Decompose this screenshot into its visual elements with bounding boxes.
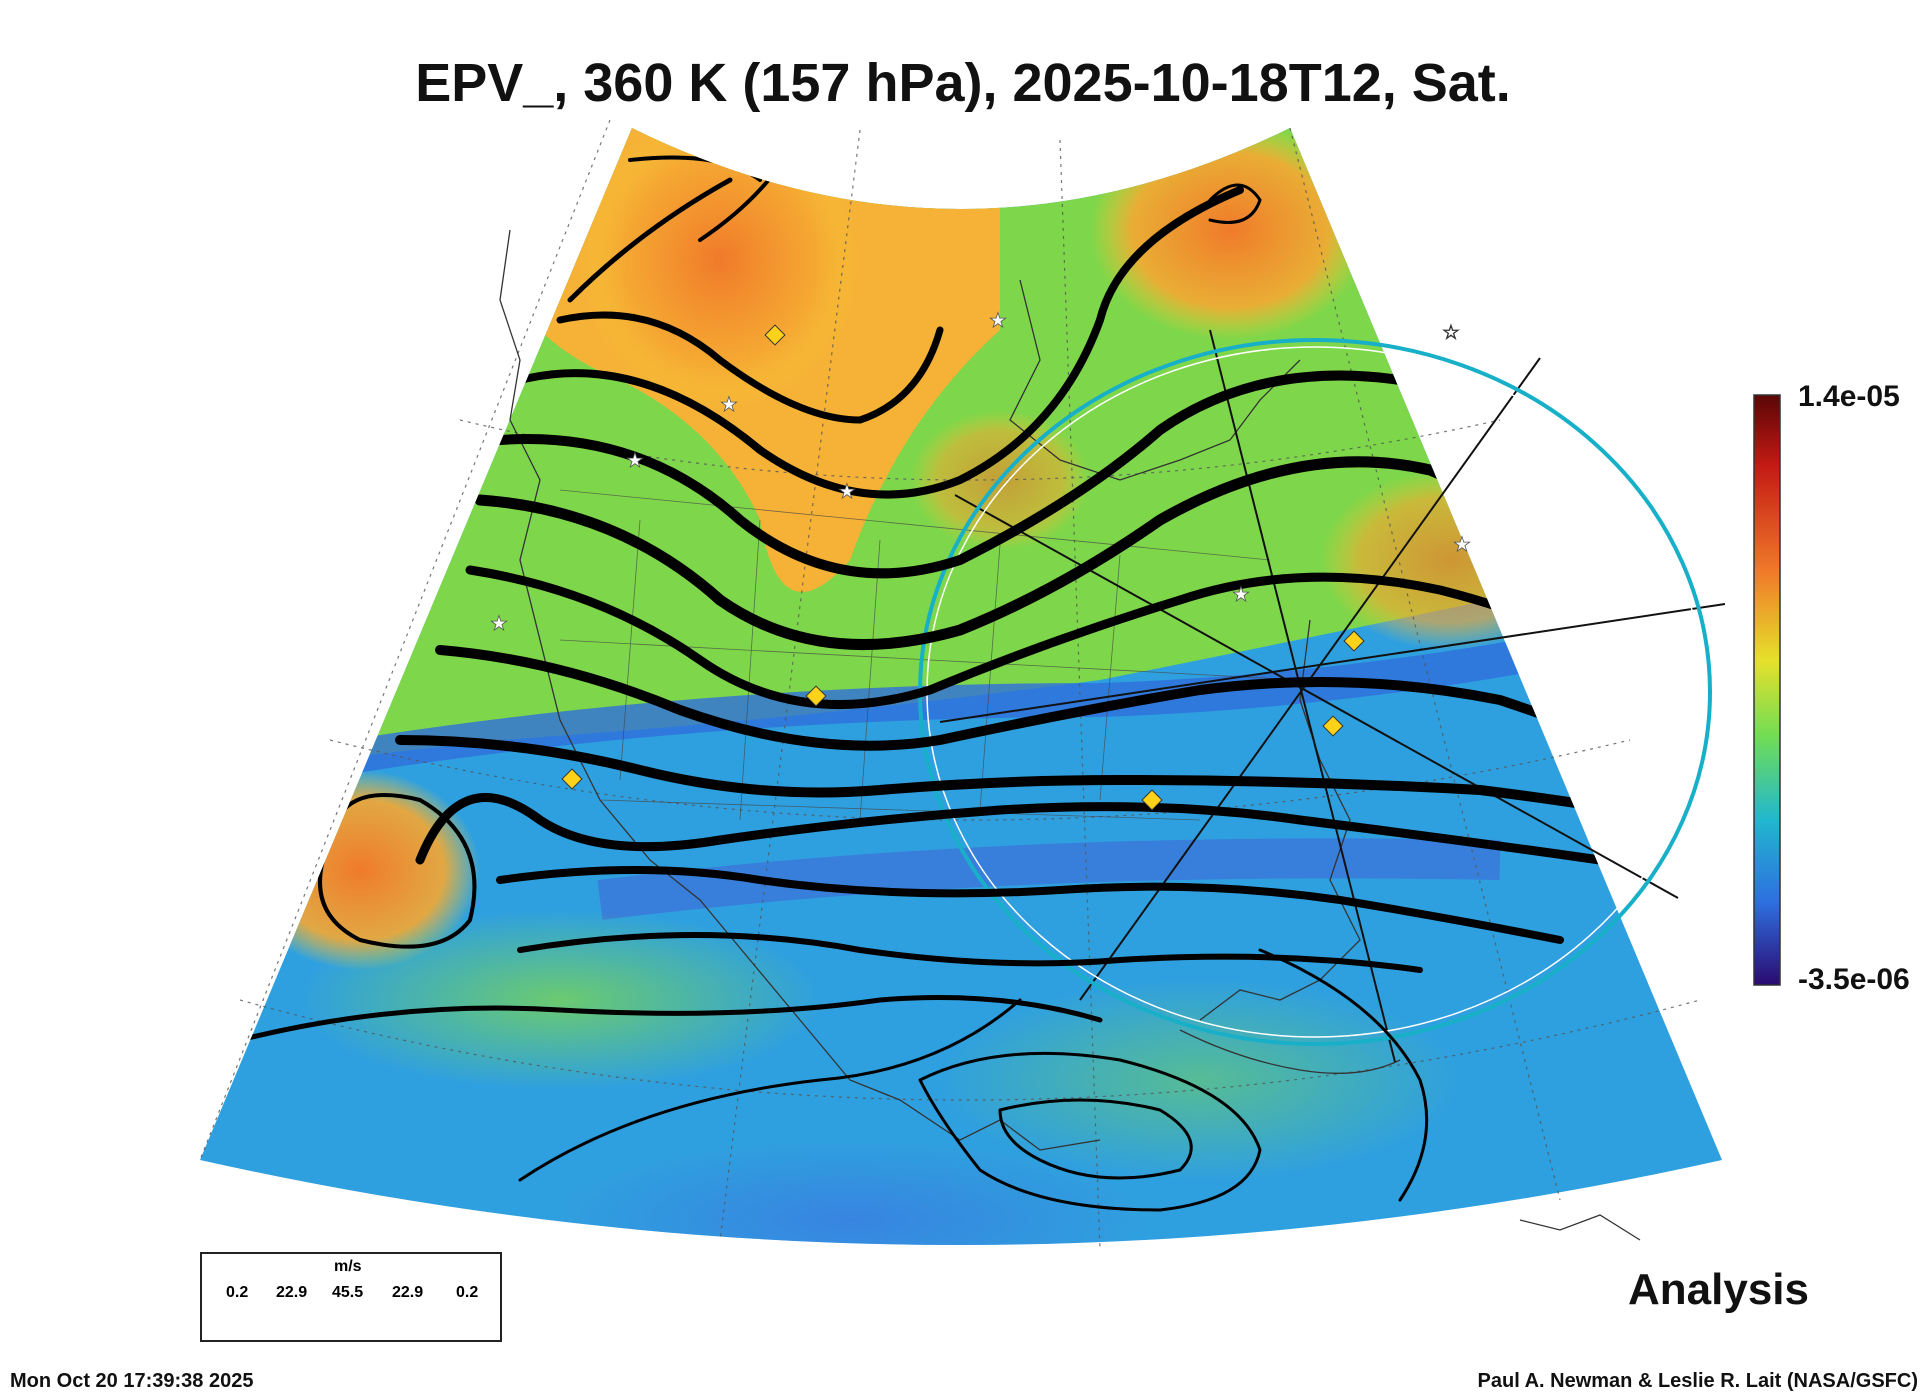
chart-title: EPV_, 360 K (157 hPa), 2025-10-18T12, Sa…	[415, 53, 1511, 113]
legend-unit: m/s	[334, 1258, 362, 1275]
epv-field	[200, 128, 1722, 1245]
legend-value: 0.2	[226, 1284, 249, 1301]
svg-text:★: ★	[989, 308, 1007, 332]
station-markers	[561, 324, 1365, 811]
flight-tracks	[939, 329, 1726, 1063]
graticule	[199, 119, 1701, 1251]
wind-speed-legend: m/s 0.2 22.9 45.5 22.9 0.2	[200, 1252, 502, 1342]
colorbar-max-label: 1.4e-05	[1798, 380, 1900, 413]
legend-value: 22.9	[276, 1284, 308, 1301]
colorbar	[1753, 394, 1781, 986]
svg-text:★: ★	[720, 392, 738, 416]
timestamp: Mon Oct 20 17:39:38 2025	[10, 1370, 254, 1392]
svg-text:★: ★	[838, 479, 856, 503]
svg-text:☆: ☆	[1442, 320, 1460, 344]
legend-value: 0.2	[456, 1284, 479, 1301]
svg-text:★: ★	[490, 611, 508, 635]
svg-text:★: ★	[626, 448, 644, 472]
star-markers: ★ ★ ★ ★ ★ ★ ★ ☆	[490, 308, 1472, 636]
streamlines	[237, 148, 1625, 1212]
analysis-label: Analysis	[1628, 1265, 1809, 1314]
svg-text:★: ★	[1232, 582, 1250, 606]
credit-line: Paul A. Newman & Leslie R. Lait (NASA/GS…	[1477, 1370, 1918, 1392]
legend-value: 45.5	[332, 1284, 364, 1301]
svg-text:★: ★	[1453, 532, 1471, 556]
colorbar-min-label: -3.5e-06	[1798, 963, 1910, 996]
coastlines	[499, 229, 1641, 1241]
legend-value: 22.9	[392, 1284, 424, 1301]
